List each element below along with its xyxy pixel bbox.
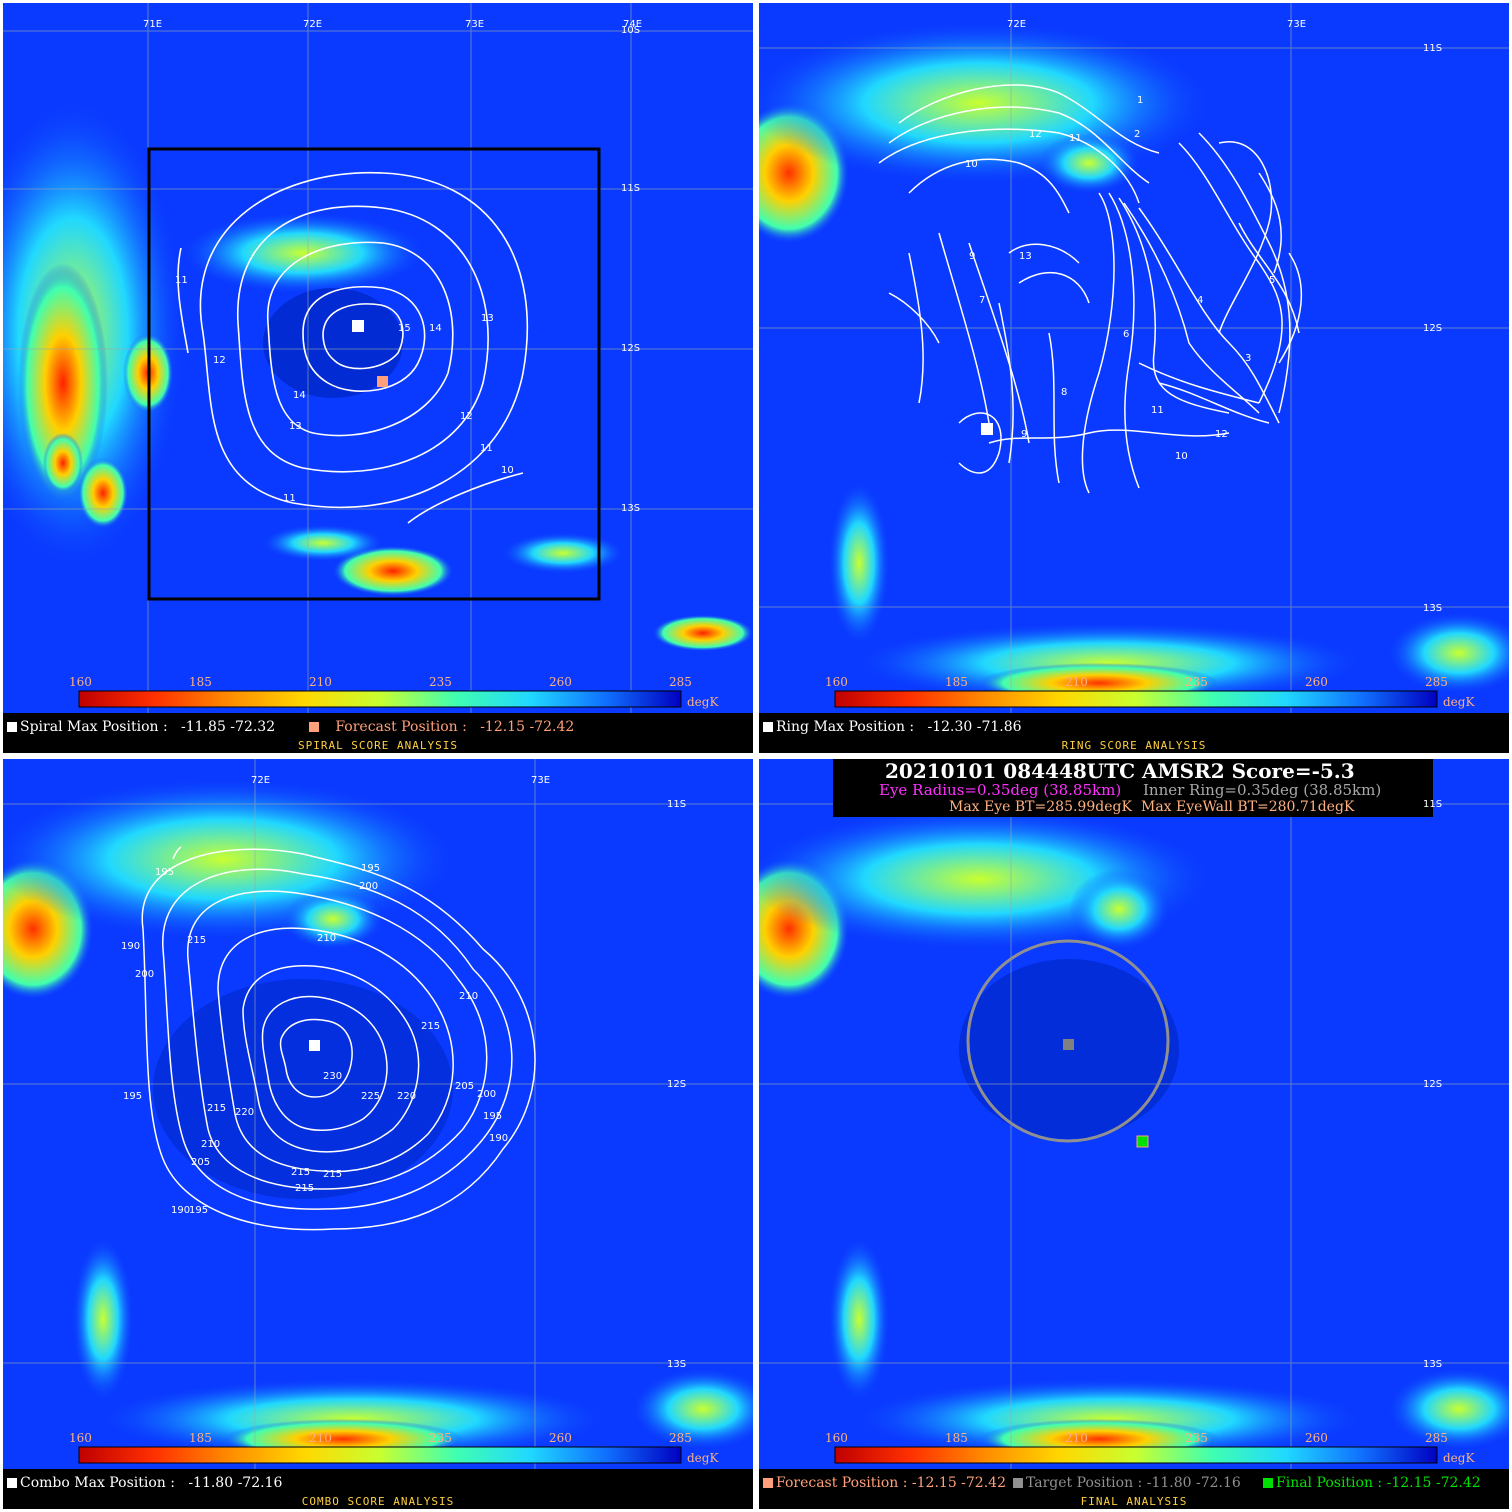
lon-tick: 73E	[1287, 19, 1307, 30]
colorbar-unit: degK	[687, 695, 719, 709]
white-square-icon	[7, 722, 17, 732]
colorbar-unit: degK	[1443, 1451, 1475, 1465]
colorbar	[834, 1446, 1438, 1464]
ring-max-marker	[981, 423, 993, 435]
panel-title: SPIRAL SCORE ANALYSIS	[297, 739, 459, 752]
lon-tick: 73E	[531, 775, 551, 786]
colorbar-tick-label: 260	[549, 1431, 572, 1445]
colorbar	[78, 1446, 682, 1464]
colorbar-tick-label: 285	[669, 675, 692, 689]
lat-tick: 12S	[667, 1079, 687, 1090]
lat-tick: 13S	[1423, 1359, 1443, 1370]
colorbar-tick-label: 235	[1185, 1431, 1208, 1445]
colorbar-tick-label: 235	[429, 675, 452, 689]
lon-tick: 74E	[623, 19, 643, 30]
colorbar-tick-label: 160	[825, 675, 848, 689]
forecast-marker	[377, 376, 388, 387]
combo-panel: 195 190 200 215 210 195 200 210 215 230 …	[3, 759, 753, 1509]
salmon-square-icon	[763, 1478, 773, 1488]
colorbar-tick-label: 260	[549, 675, 572, 689]
combo-footer: Combo Max Position : -11.80 -72.16 COMBO…	[3, 1469, 753, 1509]
final-panel: 20210101 084448UTC AMSR2 Score=-5.3 Eye …	[759, 759, 1509, 1509]
lat-tick: 10S	[621, 25, 641, 36]
colorbar-tick-label: 210	[309, 675, 332, 689]
lat-tick: 13S	[1423, 603, 1443, 614]
panel-title: FINAL ANALYSIS	[1080, 1495, 1188, 1508]
ring-image	[759, 3, 1509, 713]
colorbar	[834, 690, 1438, 708]
lat-tick: 12S	[1423, 323, 1443, 334]
lat-tick: 12S	[621, 343, 641, 354]
colorbar-tick-label: 160	[69, 675, 92, 689]
colorbar	[78, 690, 682, 708]
colorbar-tick-label: 285	[1425, 675, 1448, 689]
lon-tick: 71E	[143, 19, 163, 30]
colorbar-tick-label: 185	[945, 675, 968, 689]
panel-title: COMBO SCORE ANALYSIS	[301, 1495, 455, 1508]
combo-max-marker	[309, 1040, 320, 1051]
colorbar-tick-label: 210	[1065, 1431, 1088, 1445]
target-marker	[1063, 1039, 1074, 1050]
green-square-icon	[1263, 1478, 1273, 1488]
colorbar-tick-label: 160	[69, 1431, 92, 1445]
lon-tick: 73E	[465, 19, 485, 30]
white-square-icon	[7, 1478, 17, 1488]
lat-tick: 11S	[667, 799, 687, 810]
colorbar-unit: degK	[687, 1451, 719, 1465]
colorbar-tick-label: 260	[1305, 1431, 1328, 1445]
colorbar-tick-label: 185	[189, 675, 212, 689]
colorbar-tick-label: 185	[945, 1431, 968, 1445]
combo-image	[3, 759, 753, 1469]
colorbar-tick-label: 260	[1305, 675, 1328, 689]
final-header: 20210101 084448UTC AMSR2 Score=-5.3 Eye …	[833, 759, 1433, 817]
analysis-box	[147, 147, 601, 601]
lat-tick: 11S	[621, 183, 641, 194]
eye-radius-circle	[966, 939, 1170, 1143]
lat-tick: 11S	[1423, 43, 1443, 54]
ring-panel: 1 2 11 12 10 9 13 4 3 5 6 7 8 12 11 10 9…	[759, 3, 1509, 753]
lon-tick: 72E	[251, 775, 271, 786]
salmon-square-icon	[309, 722, 319, 732]
lat-tick: 12S	[1423, 1079, 1443, 1090]
lat-tick: 11S	[1423, 799, 1443, 810]
colorbar-tick-label: 235	[429, 1431, 452, 1445]
final-marker	[1136, 1135, 1149, 1148]
colorbar-tick-label: 160	[825, 1431, 848, 1445]
colorbar-unit: degK	[1443, 695, 1475, 709]
colorbar-tick-label: 185	[189, 1431, 212, 1445]
colorbar-tick-label: 285	[1425, 1431, 1448, 1445]
colorbar-tick-label: 210	[1065, 675, 1088, 689]
colorbar-tick-label: 235	[1185, 675, 1208, 689]
ring-footer: Ring Max Position : -12.30 -71.86 RING S…	[759, 713, 1509, 753]
lat-tick: 13S	[667, 1359, 687, 1370]
final-image	[759, 759, 1509, 1469]
lon-tick: 72E	[1007, 19, 1027, 30]
lat-tick: 13S	[621, 503, 641, 514]
panel-title: RING SCORE ANALYSIS	[1061, 739, 1207, 752]
lon-tick: 72E	[303, 19, 323, 30]
spiral-max-marker	[352, 320, 364, 332]
spiral-footer: Spiral Max Position : -11.85 -72.32 Fore…	[3, 713, 753, 753]
final-footer: Forecast Position : -12.15 -72.42 Target…	[759, 1469, 1509, 1509]
colorbar-tick-label: 285	[669, 1431, 692, 1445]
spiral-image	[3, 3, 753, 713]
gray-square-icon	[1013, 1478, 1023, 1488]
colorbar-tick-label: 210	[309, 1431, 332, 1445]
white-square-icon	[763, 722, 773, 732]
spiral-panel: 11 12 14 13 15 14 13 12 11 10 11 71E 72E…	[3, 3, 753, 753]
